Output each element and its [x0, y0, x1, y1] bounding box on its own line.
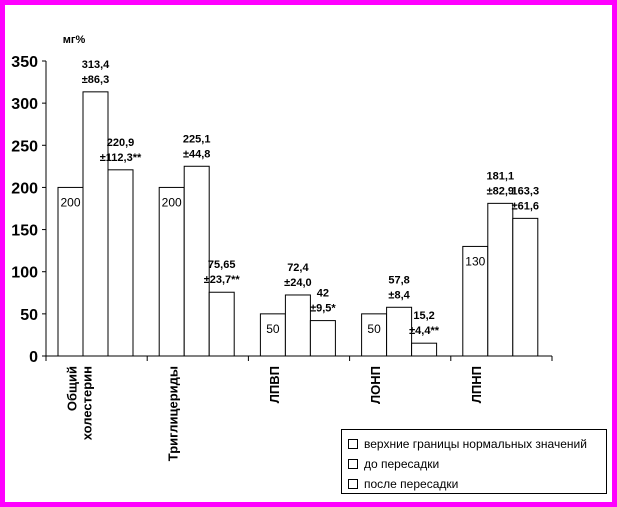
x-category-label-0-0: Общий — [64, 366, 79, 411]
bar-s2-c2 — [309, 320, 336, 357]
bar-label-s1-c4-value: 181,1 — [487, 170, 515, 182]
bar-s2-c3 — [411, 342, 438, 357]
x-category-label-3-0: ЛОНП — [368, 366, 383, 404]
legend-label-before: до пересадки — [364, 457, 440, 471]
y-tick-label-300: 300 — [11, 96, 38, 113]
bar-label-s2-c1-value: 75,65 — [208, 259, 236, 271]
bar-s1-c4 — [487, 202, 514, 357]
bar-s2-c4 — [512, 217, 539, 357]
bar-s1-c1 — [183, 165, 210, 357]
bar-s2-c1 — [208, 291, 235, 357]
bar-s0-c1 — [158, 186, 185, 357]
y-tick-label-350: 350 — [11, 54, 38, 71]
bar-label-s1-c3-sd: ±8,4 — [388, 289, 410, 301]
bar-label-s2-c4-sd: ±61,6 — [512, 200, 539, 212]
bar-label-s1-c1-sd: ±44,8 — [183, 148, 210, 160]
bar-label-s2-c2-value: 42 — [317, 288, 329, 300]
bar-label-s0-c1: 200 — [162, 195, 182, 209]
bar-label-s0-c3: 50 — [367, 322, 381, 336]
chart-plot: 0 50 100 150 200 250 300 350 мг% 200 313,4 ±86,3 220… — [11, 34, 553, 461]
legend-item-before: до пересадки — [348, 454, 606, 474]
bar-label-s2-c0-value: 220,9 — [107, 137, 135, 149]
bar-s0-c0 — [57, 186, 84, 357]
bar-label-s2-c3-sd: ±4,4** — [409, 325, 440, 337]
x-category-label-0-1: холестерин — [79, 366, 94, 440]
y-tick-label-0: 0 — [29, 349, 38, 366]
bar-label-s1-c2-sd: ±24,0 — [284, 277, 311, 289]
bar-label-s0-c0: 200 — [60, 195, 80, 209]
y-tick-label-150: 150 — [11, 223, 38, 240]
bar-label-s2-c0-sd: ±112,3** — [100, 152, 142, 164]
legend-label-norm: верхние границы нормальных значений — [364, 437, 587, 451]
bar-label-s1-c1-value: 225,1 — [183, 133, 211, 145]
legend: верхние границы нормальных значений до п… — [341, 429, 607, 494]
bar-label-s2-c2-sd: ±9,5* — [310, 303, 336, 315]
bar-label-s1-c4-sd: ±82,9 — [487, 185, 514, 197]
legend-item-after: после пересадки — [348, 474, 606, 494]
y-axis-unit-label: мг% — [63, 34, 86, 46]
bar-label-s2-c4-value: 163,3 — [512, 185, 540, 197]
bar-s1-c3 — [386, 306, 413, 357]
bar-s0-c4 — [462, 245, 489, 357]
y-tick-label-100: 100 — [11, 265, 38, 282]
bar-label-s0-c4: 130 — [465, 254, 485, 268]
bar-s0-c3 — [361, 313, 388, 357]
bar-label-s2-c3-value: 15,2 — [413, 310, 434, 322]
x-category-label-1-0: Триглицериды — [166, 366, 181, 461]
legend-swatch-after — [348, 479, 358, 489]
x-category-label-2-0: ЛПВП — [267, 366, 282, 403]
x-category-label-4-0: ЛПНП — [469, 366, 484, 403]
legend-swatch-norm — [348, 439, 358, 449]
y-tick-label-200: 200 — [11, 180, 38, 197]
y-tick-label-50: 50 — [20, 307, 38, 324]
legend-item-norm: верхние границы нормальных значений — [348, 434, 606, 454]
legend-swatch-before — [348, 459, 358, 469]
bar-s1-c2 — [284, 294, 311, 357]
bar-s1-c0 — [82, 91, 109, 357]
y-tick-label-250: 250 — [11, 138, 38, 155]
bar-label-s1-c3-value: 57,8 — [388, 274, 409, 286]
bar-label-s1-c0-value: 313,4 — [82, 59, 110, 71]
legend-label-after: после пересадки — [364, 477, 459, 491]
bar-label-s1-c2-value: 72,4 — [287, 262, 309, 274]
bar-label-s2-c1-sd: ±23,7** — [204, 274, 241, 286]
bar-s0-c2 — [259, 313, 286, 357]
bar-label-s0-c2: 50 — [266, 322, 280, 336]
bar-label-s1-c0-sd: ±86,3 — [82, 74, 109, 86]
bar-s2-c0 — [107, 169, 134, 357]
